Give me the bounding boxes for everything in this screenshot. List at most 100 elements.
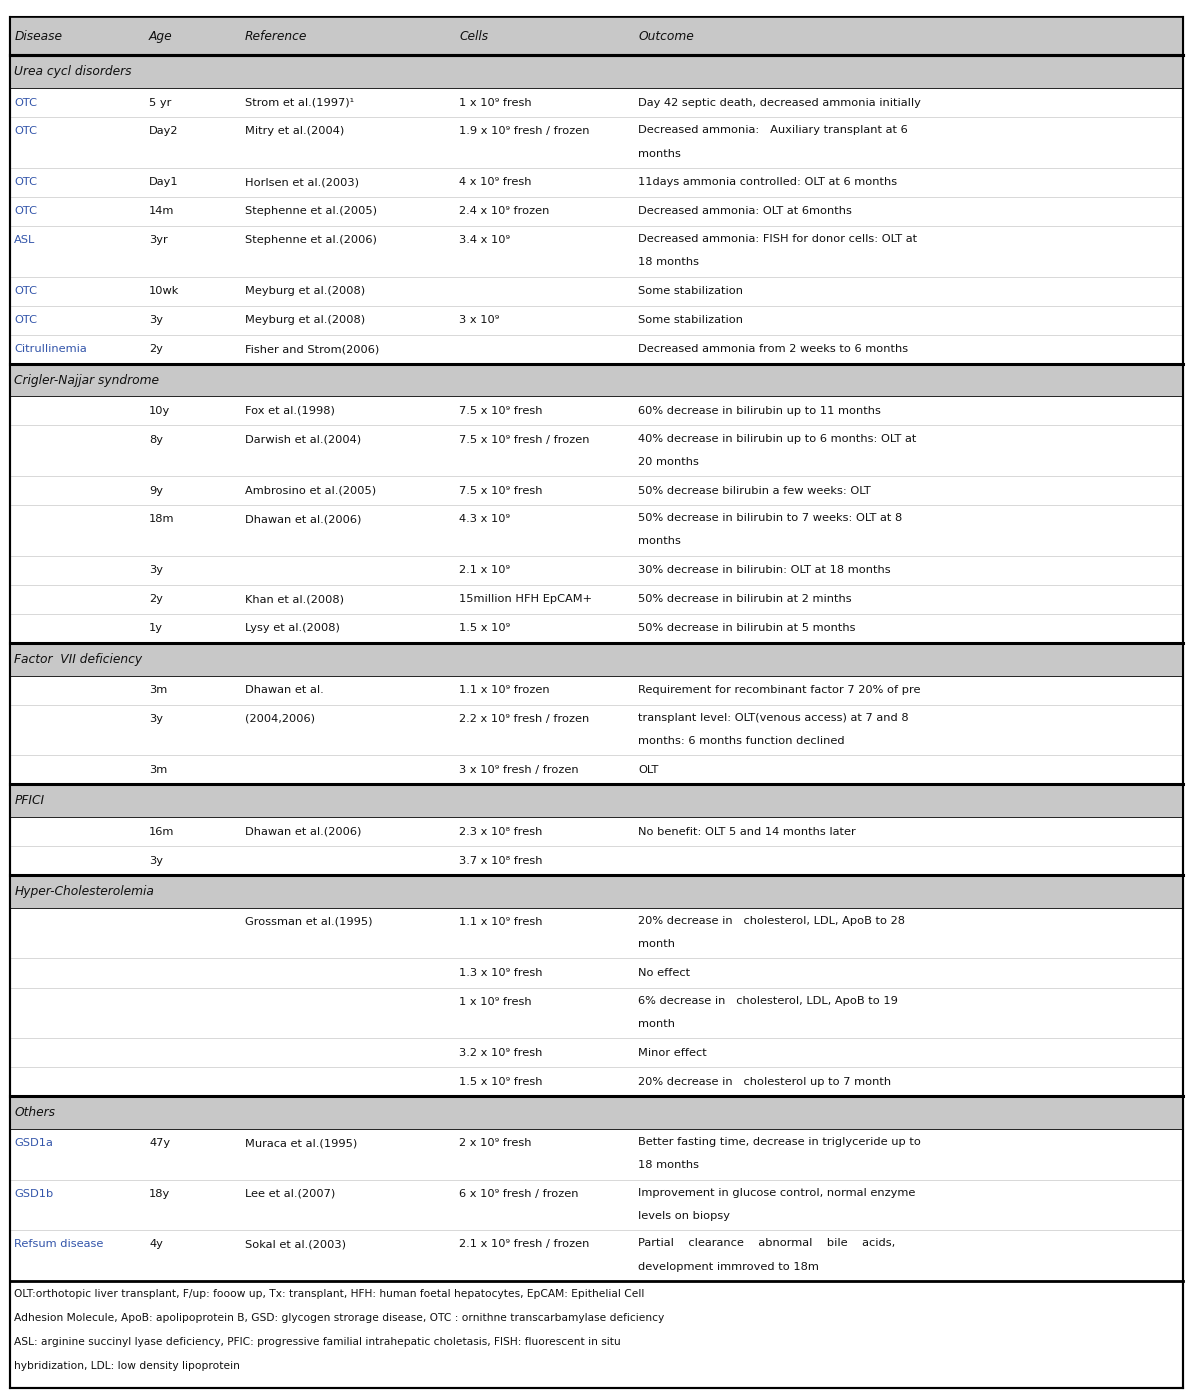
Text: Partial    clearance    abnormal    bile    acids,: Partial clearance abnormal bile acids, — [638, 1239, 896, 1249]
Text: 3m: 3m — [149, 764, 167, 774]
Text: month: month — [638, 939, 675, 949]
Text: Outcome: Outcome — [638, 29, 694, 43]
Text: OLT: OLT — [638, 764, 659, 774]
Text: Decreased ammonia from 2 weeks to 6 months: Decreased ammonia from 2 weeks to 6 mont… — [638, 345, 908, 354]
Text: hybridization, LDL: low density lipoprotein: hybridization, LDL: low density lipoprot… — [14, 1362, 240, 1371]
Text: 1.1 x 10⁹ fresh: 1.1 x 10⁹ fresh — [459, 917, 543, 926]
Text: 3y: 3y — [149, 855, 163, 865]
Text: Day 42 septic death, decreased ammonia initially: Day 42 septic death, decreased ammonia i… — [638, 98, 921, 107]
Text: 6 x 10⁹ fresh / frozen: 6 x 10⁹ fresh / frozen — [459, 1189, 579, 1198]
Text: 2 x 10⁹ fresh: 2 x 10⁹ fresh — [459, 1138, 532, 1148]
Text: 2.1 x 10⁹ fresh / frozen: 2.1 x 10⁹ fresh / frozen — [459, 1239, 589, 1250]
Text: Stephenne et al.(2005): Stephenne et al.(2005) — [245, 206, 377, 216]
Text: 2.3 x 10⁸ fresh: 2.3 x 10⁸ fresh — [459, 827, 543, 837]
Text: months: 6 months function declined: months: 6 months function declined — [638, 737, 845, 746]
Text: GSD1b: GSD1b — [14, 1189, 54, 1198]
Text: GSD1a: GSD1a — [14, 1138, 54, 1148]
Text: 20 months: 20 months — [638, 456, 699, 467]
Text: OTC: OTC — [14, 315, 37, 325]
Text: ASL: ASL — [14, 234, 36, 246]
Text: (2004,2006): (2004,2006) — [245, 714, 315, 724]
Text: 1 x 10⁹ fresh: 1 x 10⁹ fresh — [459, 98, 532, 107]
Text: Decreased ammonia: FISH for donor cells: OLT at: Decreased ammonia: FISH for donor cells:… — [638, 234, 917, 244]
Text: transplant level: OLT(venous access) at 7 and 8: transplant level: OLT(venous access) at … — [638, 713, 909, 723]
Text: 4.3 x 10⁹: 4.3 x 10⁹ — [459, 515, 511, 525]
Text: 1.5 x 10⁹ fresh: 1.5 x 10⁹ fresh — [459, 1077, 543, 1087]
Text: 4 x 10⁹ fresh: 4 x 10⁹ fresh — [459, 177, 532, 187]
Bar — [10, 875, 1183, 908]
Text: Horlsen et al.(2003): Horlsen et al.(2003) — [245, 177, 359, 187]
Text: 2y: 2y — [149, 345, 163, 354]
Text: Others: Others — [14, 1106, 55, 1119]
Text: Meyburg et al.(2008): Meyburg et al.(2008) — [245, 286, 365, 296]
Text: 10wk: 10wk — [149, 286, 179, 296]
Text: 3y: 3y — [149, 565, 163, 575]
Text: 20% decrease in   cholesterol up to 7 month: 20% decrease in cholesterol up to 7 mont… — [638, 1077, 891, 1087]
Text: OTC: OTC — [14, 206, 37, 216]
Text: 18m: 18m — [149, 515, 174, 525]
Text: Requirement for recombinant factor 7 20% of pre: Requirement for recombinant factor 7 20%… — [638, 685, 921, 695]
Text: Ambrosino et al.(2005): Ambrosino et al.(2005) — [245, 485, 376, 495]
Text: Crigler-Najjar syndrome: Crigler-Najjar syndrome — [14, 374, 160, 386]
Text: Age: Age — [149, 29, 173, 43]
Text: 7.5 x 10⁹ fresh: 7.5 x 10⁹ fresh — [459, 406, 543, 416]
Text: PFICI: PFICI — [14, 794, 44, 808]
Text: Khan et al.(2008): Khan et al.(2008) — [245, 594, 344, 604]
Text: No effect: No effect — [638, 968, 691, 978]
Text: Decreased ammonia:   Auxiliary transplant at 6: Decreased ammonia: Auxiliary transplant … — [638, 126, 908, 135]
Text: Fox et al.(1998): Fox et al.(1998) — [245, 406, 334, 416]
Text: Muraca et al.(1995): Muraca et al.(1995) — [245, 1138, 357, 1148]
Text: Some stabilization: Some stabilization — [638, 315, 743, 325]
Text: 16m: 16m — [149, 827, 174, 837]
Bar — [10, 17, 1183, 56]
Text: 2y: 2y — [149, 594, 163, 604]
Text: Cells: Cells — [459, 29, 488, 43]
Text: Lysy et al.(2008): Lysy et al.(2008) — [245, 624, 340, 633]
Text: OLT:orthotopic liver transplant, F/up: fooow up, Tx: transplant, HFH: human foet: OLT:orthotopic liver transplant, F/up: f… — [14, 1289, 644, 1299]
Text: Decreased ammonia: OLT at 6months: Decreased ammonia: OLT at 6months — [638, 206, 852, 216]
Text: 2.1 x 10⁹: 2.1 x 10⁹ — [459, 565, 511, 575]
Text: OTC: OTC — [14, 127, 37, 137]
Text: 30% decrease in bilirubin: OLT at 18 months: 30% decrease in bilirubin: OLT at 18 mon… — [638, 565, 891, 575]
Text: 50% decrease in bilirubin at 2 minths: 50% decrease in bilirubin at 2 minths — [638, 594, 852, 604]
Text: 18 months: 18 months — [638, 1161, 699, 1170]
Text: Reference: Reference — [245, 29, 307, 43]
Text: 15million HFH EpCAM+: 15million HFH EpCAM+ — [459, 594, 592, 604]
Text: 3m: 3m — [149, 685, 167, 695]
Text: Stephenne et al.(2006): Stephenne et al.(2006) — [245, 234, 377, 246]
Text: 3.4 x 10⁹: 3.4 x 10⁹ — [459, 234, 511, 246]
Text: Refsum disease: Refsum disease — [14, 1239, 104, 1250]
Text: Grossman et al.(1995): Grossman et al.(1995) — [245, 917, 372, 926]
Text: 7.5 x 10⁹ fresh: 7.5 x 10⁹ fresh — [459, 485, 543, 495]
Text: Sokal et al.(2003): Sokal et al.(2003) — [245, 1239, 346, 1250]
Text: No benefit: OLT 5 and 14 months later: No benefit: OLT 5 and 14 months later — [638, 827, 857, 837]
Text: months: months — [638, 537, 681, 547]
Text: 3yr: 3yr — [149, 234, 168, 246]
Text: 11days ammonia controlled: OLT at 6 months: 11days ammonia controlled: OLT at 6 mont… — [638, 177, 897, 187]
Text: Factor  VII deficiency: Factor VII deficiency — [14, 653, 142, 665]
Text: Lee et al.(2007): Lee et al.(2007) — [245, 1189, 335, 1198]
Bar — [10, 56, 1183, 88]
Text: OTC: OTC — [14, 98, 37, 107]
Text: months: months — [638, 149, 681, 159]
Text: 3y: 3y — [149, 714, 163, 724]
Text: 1.3 x 10⁹ fresh: 1.3 x 10⁹ fresh — [459, 968, 543, 978]
Text: 3 x 10⁹: 3 x 10⁹ — [459, 315, 500, 325]
Text: 3 x 10⁹ fresh / frozen: 3 x 10⁹ fresh / frozen — [459, 764, 579, 774]
Bar — [10, 784, 1183, 817]
Bar — [10, 643, 1183, 675]
Bar — [10, 1096, 1183, 1129]
Text: 6% decrease in   cholesterol, LDL, ApoB to 19: 6% decrease in cholesterol, LDL, ApoB to… — [638, 996, 898, 1006]
Text: 2.4 x 10⁹ frozen: 2.4 x 10⁹ frozen — [459, 206, 550, 216]
Text: 1.1 x 10⁹ frozen: 1.1 x 10⁹ frozen — [459, 685, 550, 695]
Text: Hyper-Cholesterolemia: Hyper-Cholesterolemia — [14, 884, 154, 898]
Text: 4y: 4y — [149, 1239, 163, 1250]
Text: 1y: 1y — [149, 624, 163, 633]
Text: Better fasting time, decrease in triglyceride up to: Better fasting time, decrease in triglyc… — [638, 1137, 921, 1147]
Text: 20% decrease in   cholesterol, LDL, ApoB to 28: 20% decrease in cholesterol, LDL, ApoB t… — [638, 917, 905, 926]
Text: levels on biopsy: levels on biopsy — [638, 1211, 730, 1221]
Text: Day1: Day1 — [149, 177, 179, 187]
Bar — [10, 364, 1183, 396]
Text: 18 months: 18 months — [638, 257, 699, 268]
Text: 9y: 9y — [149, 485, 163, 495]
